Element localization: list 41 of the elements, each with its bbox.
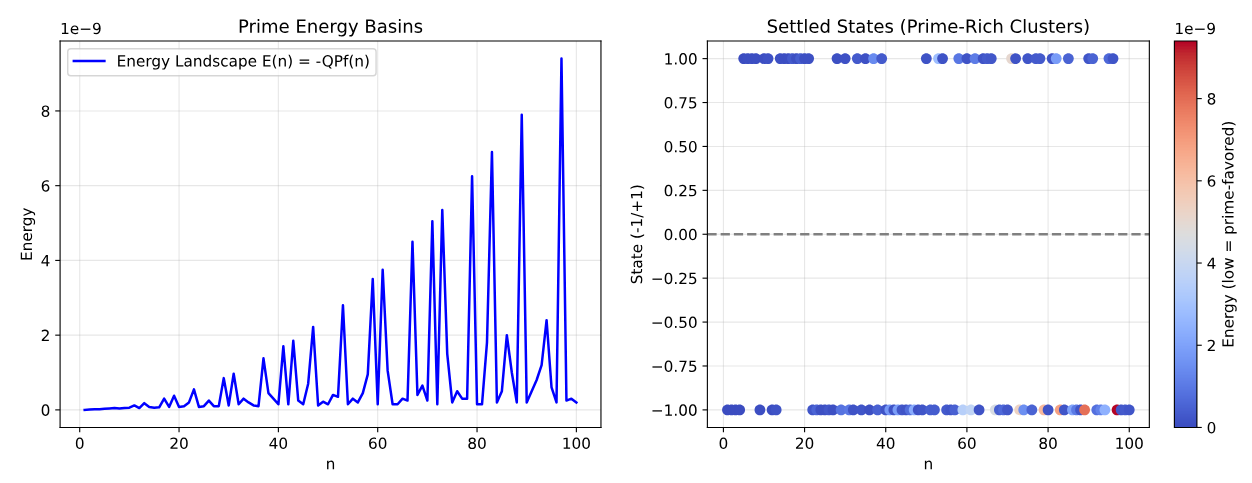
y-tick-label: 0	[41, 404, 50, 416]
x-tick-label: 80	[1039, 437, 1057, 449]
y-axis-title: Energy	[20, 207, 36, 260]
x-tick-label: 60	[958, 437, 976, 449]
y-tick-label: −0.75	[652, 360, 697, 372]
color-bar-label: 6	[1207, 175, 1216, 187]
text: 1e−9	[61, 22, 101, 35]
y-tick-label: 0.25	[664, 184, 697, 197]
color-bar-label: 2	[1207, 339, 1215, 352]
y-tick-label: 8	[41, 105, 50, 117]
y-tick-label: 4	[41, 255, 50, 267]
color-bar-title: Energy (low = prime-favored)	[1221, 122, 1237, 347]
color-bar-label: 0	[1207, 421, 1216, 434]
y-axis-title: State (-1/+1)	[630, 185, 645, 284]
color-bar-label: 8	[1207, 93, 1216, 105]
x-axis-title: n	[327, 460, 335, 470]
y-tick-label: 0.00	[664, 228, 697, 241]
chart-title: Settled States (Prime-Rich Clusters)	[767, 19, 1089, 36]
x-tick-label: 20	[795, 437, 814, 449]
y-tick-label: 6	[41, 180, 50, 192]
y-tick-label: 0.50	[664, 140, 697, 153]
text: 1e−9	[1176, 22, 1215, 35]
x-tick-label: 0	[75, 437, 84, 449]
color-bar-label: 4	[1207, 257, 1216, 269]
y-tick-label: 0.75	[664, 96, 697, 109]
x-tick-label: 20	[170, 437, 188, 449]
chart-title: Prime Energy Basins	[239, 19, 423, 37]
x-tick-label: 40	[269, 437, 288, 449]
x-tick-label: 100	[1116, 437, 1143, 449]
y-tick-label: −0.50	[652, 316, 697, 329]
y-tick-label: −0.25	[652, 272, 697, 285]
x-tick-label: 0	[719, 437, 728, 449]
x-tick-label: 80	[468, 437, 486, 449]
y-tick-label: −1.00	[652, 404, 697, 416]
y-tick-label: 1.00	[665, 53, 697, 65]
x-tick-label: 60	[369, 437, 387, 449]
x-tick-label: 100	[563, 437, 590, 449]
y-tick-label: 2	[41, 329, 49, 341]
legend-label: Energy Landscape E(n) = -QPf(n)	[118, 54, 369, 70]
x-axis-title: n	[924, 460, 932, 470]
x-tick-label: 40	[876, 437, 895, 449]
